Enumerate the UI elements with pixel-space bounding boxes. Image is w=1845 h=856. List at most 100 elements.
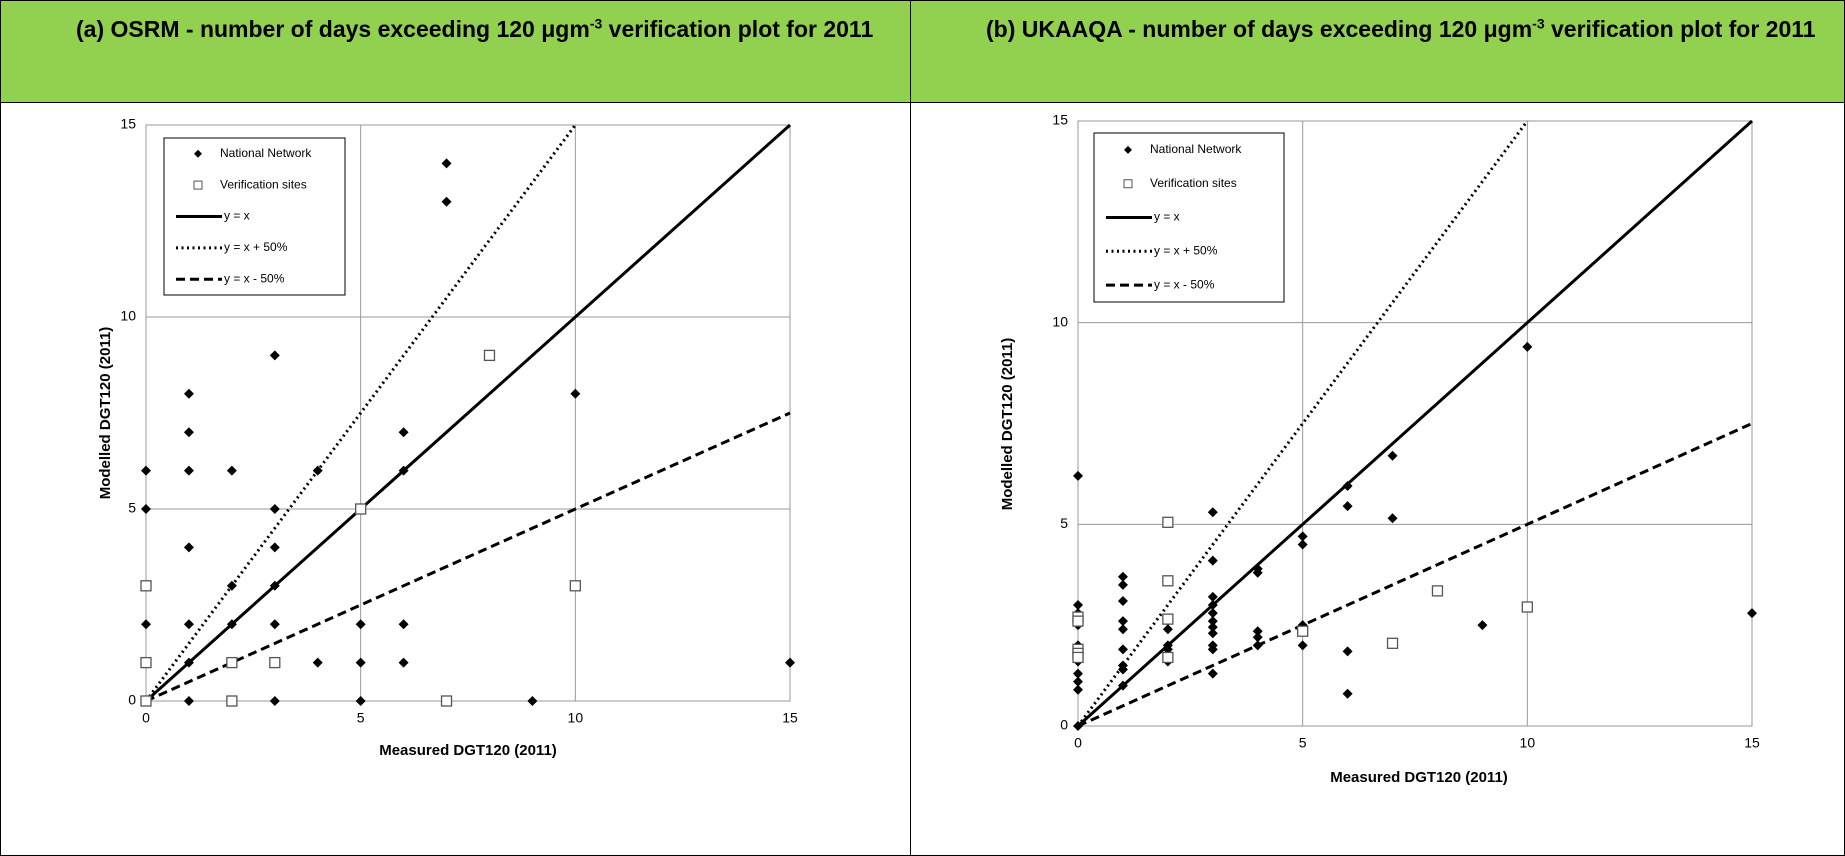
point	[1207, 668, 1218, 679]
point	[183, 388, 194, 399]
header-superscript: -3	[589, 15, 603, 32]
point	[226, 465, 237, 476]
point	[183, 465, 194, 476]
header-cell: (b) UKAAQA - number of days exceeding 12…	[910, 0, 1845, 103]
point	[1117, 644, 1128, 655]
legend-label: y = x - 50%	[224, 271, 285, 285]
x-tick-label: 15	[1744, 735, 1760, 751]
point	[1387, 450, 1398, 461]
point	[527, 696, 538, 706]
point	[398, 465, 409, 476]
legend-label: National Network	[1150, 142, 1242, 156]
point	[441, 158, 452, 169]
point	[1207, 555, 1218, 566]
y-tick-label: 15	[120, 116, 136, 132]
point	[141, 504, 151, 514]
point	[1521, 601, 1533, 613]
point	[355, 503, 367, 515]
legend-label: Verification sites	[1150, 176, 1237, 190]
point	[441, 196, 452, 207]
point	[183, 542, 194, 553]
point	[1117, 680, 1128, 691]
point	[1117, 579, 1128, 590]
x-axis-label: Measured DGT120 (2011)	[1330, 769, 1508, 786]
point	[1207, 591, 1218, 602]
point	[1073, 676, 1083, 687]
header-superscript: -3	[1532, 15, 1545, 32]
point	[1386, 637, 1399, 649]
point	[1117, 595, 1128, 606]
point	[1117, 624, 1128, 635]
y-axis-label: Modelled DGT120 (2011)	[97, 327, 114, 500]
point	[269, 580, 280, 591]
header-text: (a) OSRM - number of days exceeding 120 …	[76, 16, 590, 42]
y-tick-label: 5	[1060, 515, 1068, 531]
point	[1252, 626, 1263, 637]
point	[1072, 651, 1084, 664]
point	[1117, 664, 1128, 675]
point	[483, 349, 496, 362]
y-axis-label: Modelled DGT120 (2011)	[999, 338, 1016, 511]
header-text: verification plot for 2011	[602, 16, 874, 42]
x-tick-label: 5	[1299, 735, 1307, 751]
point	[1073, 668, 1083, 679]
x-tick-label: 0	[1074, 735, 1082, 751]
legend-label: y = x - 50%	[1154, 277, 1215, 291]
legend-symbol	[193, 180, 203, 190]
point	[226, 580, 237, 591]
point	[1207, 507, 1218, 518]
point	[569, 580, 581, 592]
point	[440, 695, 453, 707]
point	[1207, 644, 1218, 655]
line	[145, 123, 791, 703]
point	[355, 619, 366, 630]
legend-label: y = x	[1154, 210, 1180, 224]
x-tick-label: 0	[142, 710, 150, 726]
point	[183, 696, 194, 706]
point	[1073, 684, 1083, 695]
point	[1073, 470, 1083, 481]
x-tick-label: 5	[357, 710, 365, 726]
legend-label: Verification sites	[220, 177, 307, 191]
point	[1162, 651, 1174, 664]
point	[1162, 575, 1174, 587]
y-tick-label: 15	[1052, 112, 1068, 128]
legend-symbol	[1123, 179, 1133, 189]
point	[398, 657, 409, 668]
line	[1077, 422, 1753, 728]
point	[312, 657, 323, 668]
point	[1297, 625, 1309, 637]
point	[141, 619, 151, 630]
point	[183, 427, 194, 438]
point	[269, 504, 280, 514]
y-tick-label: 0	[128, 692, 136, 708]
legend-symbol	[1124, 145, 1132, 154]
point	[1342, 481, 1353, 492]
point	[785, 657, 795, 668]
point	[355, 657, 366, 668]
point	[1522, 341, 1533, 352]
point	[398, 619, 409, 630]
point	[1073, 721, 1083, 731]
point	[269, 350, 280, 361]
point	[183, 619, 194, 630]
point	[140, 580, 152, 592]
point	[570, 388, 581, 399]
line	[144, 124, 577, 702]
x-tick-label: 15	[782, 710, 798, 726]
point	[1162, 516, 1174, 528]
point	[226, 619, 237, 630]
point	[269, 656, 281, 669]
legend-symbol	[194, 149, 202, 158]
header-cell: (a) OSRM - number of days exceeding 120 …	[0, 0, 911, 103]
point	[226, 695, 238, 707]
point	[1117, 616, 1128, 627]
line	[1076, 119, 1754, 728]
point	[269, 696, 280, 706]
legend-label: y = x + 50%	[224, 240, 288, 254]
point	[1252, 632, 1263, 643]
point	[1117, 571, 1128, 582]
point	[226, 656, 238, 669]
